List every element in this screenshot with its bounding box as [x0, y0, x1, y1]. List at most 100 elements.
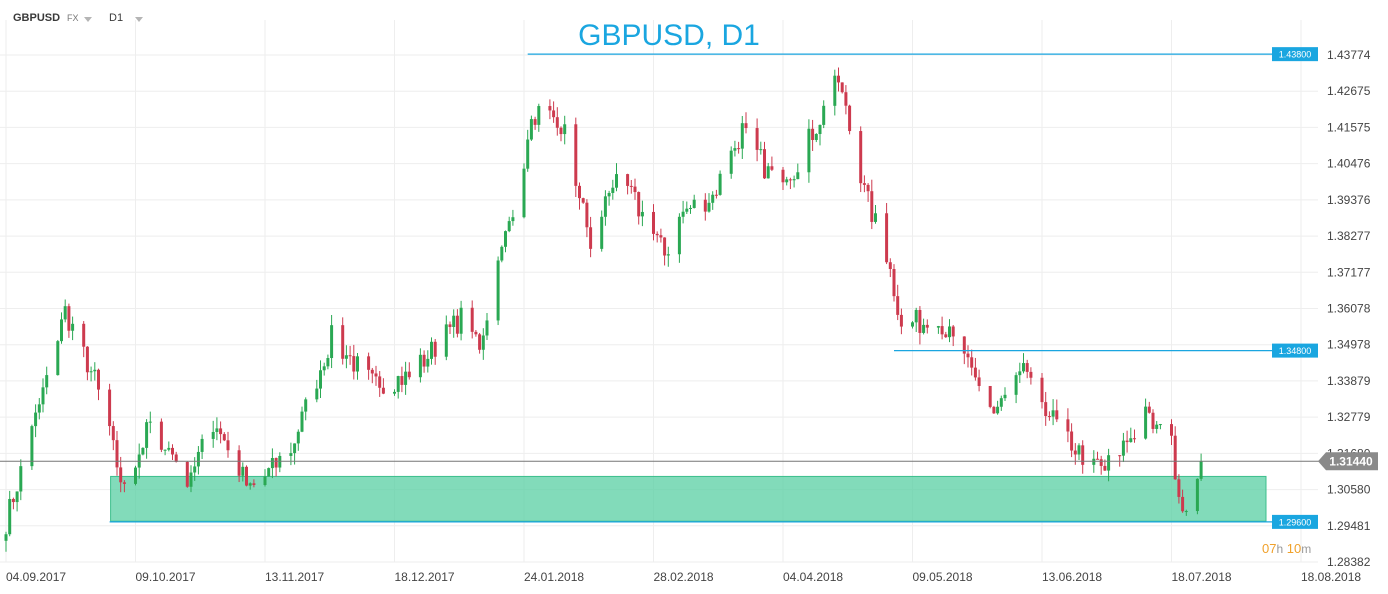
candle-body[interactable] — [1077, 445, 1081, 455]
candle-body[interactable] — [603, 196, 607, 217]
candle-body[interactable] — [925, 324, 929, 328]
candle-body[interactable] — [270, 458, 274, 469]
candle-body[interactable] — [93, 369, 97, 372]
candle-body[interactable] — [1055, 410, 1059, 420]
candle-body[interactable] — [504, 231, 507, 247]
candle-body[interactable] — [1151, 412, 1155, 429]
candle-body[interactable] — [1173, 435, 1177, 480]
candle-body[interactable] — [711, 194, 715, 203]
candle-body[interactable] — [759, 149, 763, 151]
candle-body[interactable] — [481, 335, 485, 350]
candle-body[interactable] — [348, 355, 352, 357]
candle-body[interactable] — [574, 124, 578, 186]
candle-body[interactable] — [888, 262, 892, 270]
candle-body[interactable] — [918, 309, 922, 333]
candle-body[interactable] — [1118, 455, 1122, 457]
candle-body[interactable] — [374, 373, 378, 377]
candle-body[interactable] — [770, 166, 774, 170]
candle-body[interactable] — [452, 315, 456, 327]
candle-body[interactable] — [15, 491, 19, 503]
candle-body[interactable] — [781, 169, 785, 183]
candle-body[interactable] — [263, 476, 267, 486]
candle-body[interactable] — [533, 119, 537, 125]
candle-body[interactable] — [85, 346, 89, 373]
candle-body[interactable] — [293, 443, 297, 454]
candle-body[interactable] — [352, 356, 356, 372]
candle-body[interactable] — [973, 367, 977, 378]
candle-body[interactable] — [211, 431, 215, 439]
candle-body[interactable] — [522, 168, 526, 218]
candle-body[interactable] — [122, 482, 126, 484]
candle-body[interactable] — [785, 179, 789, 183]
candle-body[interactable] — [60, 319, 63, 342]
candle-body[interactable] — [1155, 424, 1159, 429]
candle-body[interactable] — [134, 467, 137, 484]
candle-body[interactable] — [393, 391, 396, 394]
candle-body[interactable] — [992, 406, 996, 414]
candle-body[interactable] — [685, 208, 689, 212]
candle-body[interactable] — [430, 341, 433, 359]
candle-body[interactable] — [615, 174, 618, 188]
candle-body[interactable] — [455, 315, 459, 334]
candle-body[interactable] — [330, 325, 334, 359]
candle-body[interactable] — [407, 371, 411, 378]
candle-body[interactable] — [289, 453, 293, 456]
candle-body[interactable] — [977, 377, 981, 386]
candle-body[interactable] — [611, 187, 615, 193]
candle-body[interactable] — [37, 404, 41, 413]
candle-body[interactable] — [999, 398, 1003, 407]
candle-body[interactable] — [581, 198, 585, 203]
candle-body[interactable] — [862, 183, 866, 185]
candle-body[interactable] — [111, 426, 115, 441]
candle-body[interactable] — [848, 105, 852, 132]
symbol-label[interactable]: GBPUSD — [13, 12, 61, 24]
candle-body[interactable] — [966, 353, 970, 358]
candle-body[interactable] — [988, 385, 992, 407]
candle-body[interactable] — [626, 174, 630, 186]
candle-body[interactable] — [681, 211, 685, 217]
candle-body[interactable] — [496, 260, 500, 321]
candle-body[interactable] — [996, 406, 1000, 414]
candle-body[interactable] — [34, 412, 38, 427]
timeframe-dropdown-icon[interactable] — [135, 17, 143, 22]
candle-body[interactable] — [433, 341, 437, 357]
candle-body[interactable] — [326, 358, 330, 367]
candle-body[interactable] — [600, 216, 604, 249]
candle-body[interactable] — [563, 124, 567, 135]
candle-body[interactable] — [874, 213, 877, 222]
candle-body[interactable] — [529, 119, 533, 140]
candle-body[interactable] — [145, 422, 149, 448]
candle-body[interactable] — [1025, 363, 1029, 372]
candle-body[interactable] — [692, 199, 696, 208]
candle-body[interactable] — [737, 148, 741, 150]
candle-body[interactable] — [744, 123, 748, 129]
candle-body[interactable] — [911, 322, 914, 327]
candle-body[interactable] — [148, 421, 152, 423]
candle-body[interactable] — [1177, 479, 1181, 497]
candle-body[interactable] — [300, 411, 304, 432]
candle-body[interactable] — [837, 75, 840, 83]
candle-body[interactable] — [108, 389, 112, 427]
candle-body[interactable] — [1144, 406, 1148, 439]
candle-body[interactable] — [822, 105, 826, 125]
candle-body[interactable] — [193, 466, 197, 473]
candle-body[interactable] — [11, 498, 15, 503]
candle-body[interactable] — [500, 246, 504, 261]
candle-body[interactable] — [185, 461, 189, 487]
candle-body[interactable] — [870, 191, 874, 222]
candle-body[interactable] — [896, 296, 900, 315]
candle-body[interactable] — [237, 450, 241, 476]
candle-body[interactable] — [444, 324, 448, 357]
candle-body[interactable] — [936, 326, 940, 328]
candle-body[interactable] — [378, 376, 382, 388]
candle-body[interactable] — [422, 354, 426, 367]
candle-body[interactable] — [640, 211, 644, 217]
candle-body[interactable] — [559, 127, 563, 135]
candle-body[interactable] — [1022, 363, 1025, 372]
candle-body[interactable] — [1081, 445, 1085, 465]
candle-body[interactable] — [267, 468, 271, 477]
candle-body[interactable] — [1199, 461, 1203, 479]
candle-body[interactable] — [141, 447, 145, 455]
candle-body[interactable] — [807, 128, 811, 173]
candle-body[interactable] — [63, 306, 67, 320]
